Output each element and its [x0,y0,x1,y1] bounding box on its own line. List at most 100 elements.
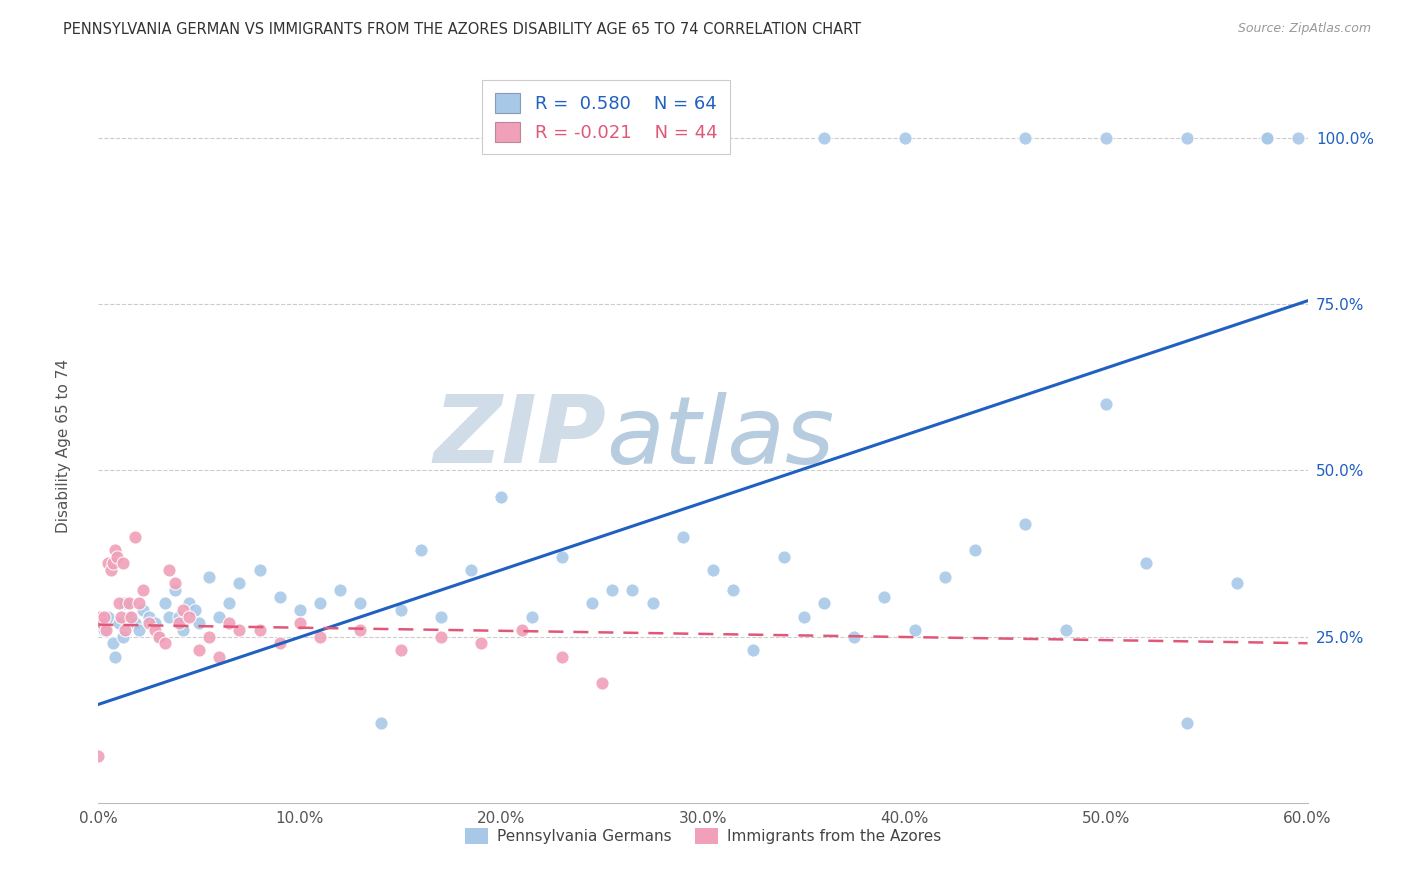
Point [965,543,987,558]
Point [288,603,311,617]
Point [172,623,194,637]
Point [148,630,170,644]
Point [93,609,115,624]
Point [844,630,866,644]
Point [1014,131,1036,145]
Point [1054,623,1077,637]
Point [167,616,190,631]
Point [128,623,150,637]
Text: atlas: atlas [606,392,835,483]
Point [101,557,124,571]
Point [551,649,574,664]
Point [103,543,125,558]
Legend: Pennsylvania Germans, Immigrants from the Azores: Pennsylvania Germans, Immigrants from th… [458,822,948,850]
Point [409,543,432,558]
Point [118,596,141,610]
Point [1095,397,1118,411]
Point [370,716,392,731]
Text: Disability Age 65 to 74: Disability Age 65 to 74 [56,359,70,533]
Point [702,563,724,577]
Point [143,616,166,631]
Point [91,616,114,631]
Point [188,643,211,657]
Point [179,596,201,610]
Point [163,582,186,597]
Point [87,616,110,631]
Point [349,623,371,637]
Point [1175,716,1198,731]
Point [103,649,125,664]
Point [510,623,533,637]
Point [520,609,543,624]
Point [87,749,110,764]
Point [138,609,160,624]
Point [188,616,211,631]
Point [120,609,142,624]
Point [128,596,150,610]
Point [329,582,352,597]
Point [602,582,624,597]
Point [269,636,291,650]
Point [198,570,221,584]
Point [641,596,664,610]
Point [309,596,332,610]
Point [288,616,311,631]
Point [124,530,146,544]
Point [873,590,896,604]
Point [269,590,291,604]
Point [742,643,765,657]
Point [430,630,453,644]
Point [124,616,146,631]
Point [157,609,180,624]
Point [107,596,129,610]
Point [89,609,111,624]
Point [138,616,160,631]
Point [218,616,240,631]
Point [148,630,170,644]
Point [228,623,250,637]
Point [93,623,115,637]
Point [114,596,136,610]
Point [132,603,155,617]
Point [551,549,574,564]
Point [813,131,835,145]
Point [591,676,613,690]
Point [143,623,166,637]
Point [249,563,271,577]
Point [470,636,492,650]
Point [132,582,155,597]
Point [97,609,120,624]
Point [309,630,332,644]
Point [772,549,794,564]
Point [157,563,180,577]
Point [621,582,644,597]
Point [1095,131,1118,145]
Point [114,623,136,637]
Point [179,609,201,624]
Point [904,623,927,637]
Point [1014,516,1036,531]
Point [172,603,194,617]
Point [184,603,207,617]
Point [101,636,124,650]
Point [793,609,815,624]
Point [893,131,915,145]
Point [153,596,176,610]
Point [208,609,231,624]
Point [1135,557,1157,571]
Point [723,582,745,597]
Point [491,490,513,504]
Point [105,549,128,564]
Point [389,603,412,617]
Point [581,596,603,610]
Point [111,630,134,644]
Point [163,576,186,591]
Point [1175,131,1198,145]
Point [389,643,412,657]
Point [249,623,271,637]
Point [208,649,231,664]
Point [1256,131,1278,145]
Point [228,576,250,591]
Point [813,596,835,610]
Point [934,570,956,584]
